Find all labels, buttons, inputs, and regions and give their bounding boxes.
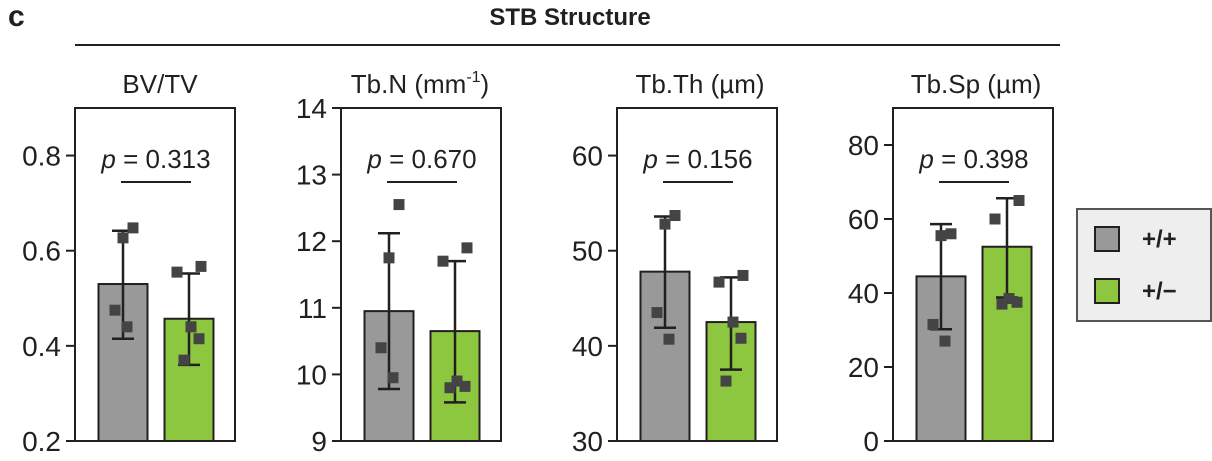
p-label: p — [918, 144, 933, 174]
figure-title: STB Structure — [489, 4, 651, 31]
legend-label-heterozygous: +/− — [1142, 278, 1177, 305]
data-point — [989, 213, 1001, 225]
y-tick-label: 12 — [296, 226, 327, 257]
y-tick-label: 80 — [848, 130, 879, 161]
chart-title-text: Tb.Th (µm) — [635, 69, 764, 99]
legend-swatch-wildtype — [1094, 226, 1120, 252]
data-point — [444, 382, 456, 394]
data-point — [659, 218, 671, 230]
data-point — [178, 354, 190, 366]
plot-frame — [74, 107, 236, 442]
data-point — [195, 260, 207, 272]
data-point — [713, 276, 725, 288]
data-point — [171, 266, 183, 278]
data-point — [935, 230, 947, 242]
data-point — [927, 318, 939, 330]
chart-title: BV/TV — [122, 69, 198, 99]
y-tick-label: 0.2 — [22, 426, 61, 457]
data-point — [109, 304, 121, 316]
plot-frame — [892, 107, 1054, 442]
y-tick-label: 14 — [296, 93, 327, 124]
data-point — [193, 333, 205, 345]
p-value: = 0.670 — [382, 144, 477, 174]
data-point — [459, 380, 471, 392]
chart-title: Tb.Sp (µm) — [911, 69, 1042, 99]
data-point — [121, 321, 133, 333]
data-point — [127, 222, 139, 234]
chart-4: Tb.Sp (µm) 0 20 40 60 80 p = 0.398 — [848, 69, 1054, 457]
data-point — [387, 372, 399, 384]
y-tick-label: 30 — [572, 426, 603, 457]
data-point — [383, 252, 395, 264]
chart-2: Tb.N (mm-1) 9 10 11 12 13 14 p = 0.670 — [296, 69, 502, 457]
data-point — [1003, 293, 1015, 305]
p-value-annotation: p = 0.398 — [918, 144, 1028, 174]
p-value: = 0.156 — [658, 144, 753, 174]
data-point — [375, 342, 387, 354]
p-value-annotation: p = 0.313 — [100, 144, 210, 174]
y-tick-label: 0.6 — [22, 236, 61, 267]
data-point — [663, 333, 675, 345]
data-point — [735, 332, 747, 344]
plot-frame — [340, 107, 502, 442]
chart-title: Tb.Th (µm) — [635, 69, 764, 99]
chart-title-text: Tb.N (mm — [351, 69, 467, 99]
p-value: = 0.313 — [116, 144, 211, 174]
y-tick-label: 60 — [848, 204, 879, 235]
y-tick-label: 50 — [572, 236, 603, 267]
chart-1: BV/TV 0.2 0.4 0.6 0.8 p = 0.313 — [22, 69, 236, 457]
legend: +/+ +/− — [1076, 208, 1212, 322]
plot-frame — [616, 107, 778, 442]
p-value-annotation: p = 0.156 — [642, 144, 752, 174]
y-tick-label: 40 — [572, 331, 603, 362]
data-point — [737, 269, 749, 281]
data-point — [117, 232, 129, 244]
y-tick-label: 0.4 — [22, 331, 61, 362]
y-tick-label: 60 — [572, 141, 603, 172]
data-point — [996, 298, 1008, 310]
data-point — [651, 307, 663, 319]
title-rule — [75, 44, 1060, 46]
y-tick-label: 20 — [848, 352, 879, 383]
data-point — [720, 375, 732, 387]
chart-3: Tb.Th (µm) 30 40 50 60 p = 0.156 — [572, 69, 778, 457]
y-tick-label: 10 — [296, 359, 327, 390]
data-point — [393, 199, 405, 211]
p-value-annotation: p = 0.670 — [366, 144, 476, 174]
y-tick-label: 9 — [311, 426, 327, 457]
y-tick-label: 40 — [848, 278, 879, 309]
data-point — [727, 316, 739, 328]
chart-title-text: Tb.Sp (µm) — [911, 69, 1042, 99]
chart-title: Tb.N (mm-1) — [351, 69, 489, 99]
data-point — [669, 210, 681, 222]
legend-swatch-heterozygous — [1094, 278, 1120, 304]
chart-title-text: BV/TV — [122, 69, 198, 99]
p-label: p — [366, 144, 381, 174]
data-point — [1011, 296, 1023, 308]
data-point — [437, 255, 449, 267]
y-tick-label: 0 — [863, 426, 879, 457]
data-point — [451, 375, 463, 387]
chart-title-superscript: -1 — [466, 69, 480, 86]
y-tick-label: 0.8 — [22, 141, 61, 172]
data-point — [945, 228, 957, 240]
legend-label-wildtype: +/+ — [1142, 226, 1177, 253]
y-tick-label: 11 — [298, 293, 327, 324]
data-point — [461, 242, 473, 254]
p-label: p — [100, 144, 115, 174]
p-value: = 0.398 — [934, 144, 1029, 174]
data-point — [185, 321, 197, 333]
y-tick-label: 13 — [296, 160, 327, 191]
chart-title-suffix: ) — [481, 69, 490, 99]
data-point — [1013, 195, 1025, 206]
panel-label: c — [8, 0, 25, 33]
data-point — [939, 335, 951, 347]
p-label: p — [642, 144, 657, 174]
